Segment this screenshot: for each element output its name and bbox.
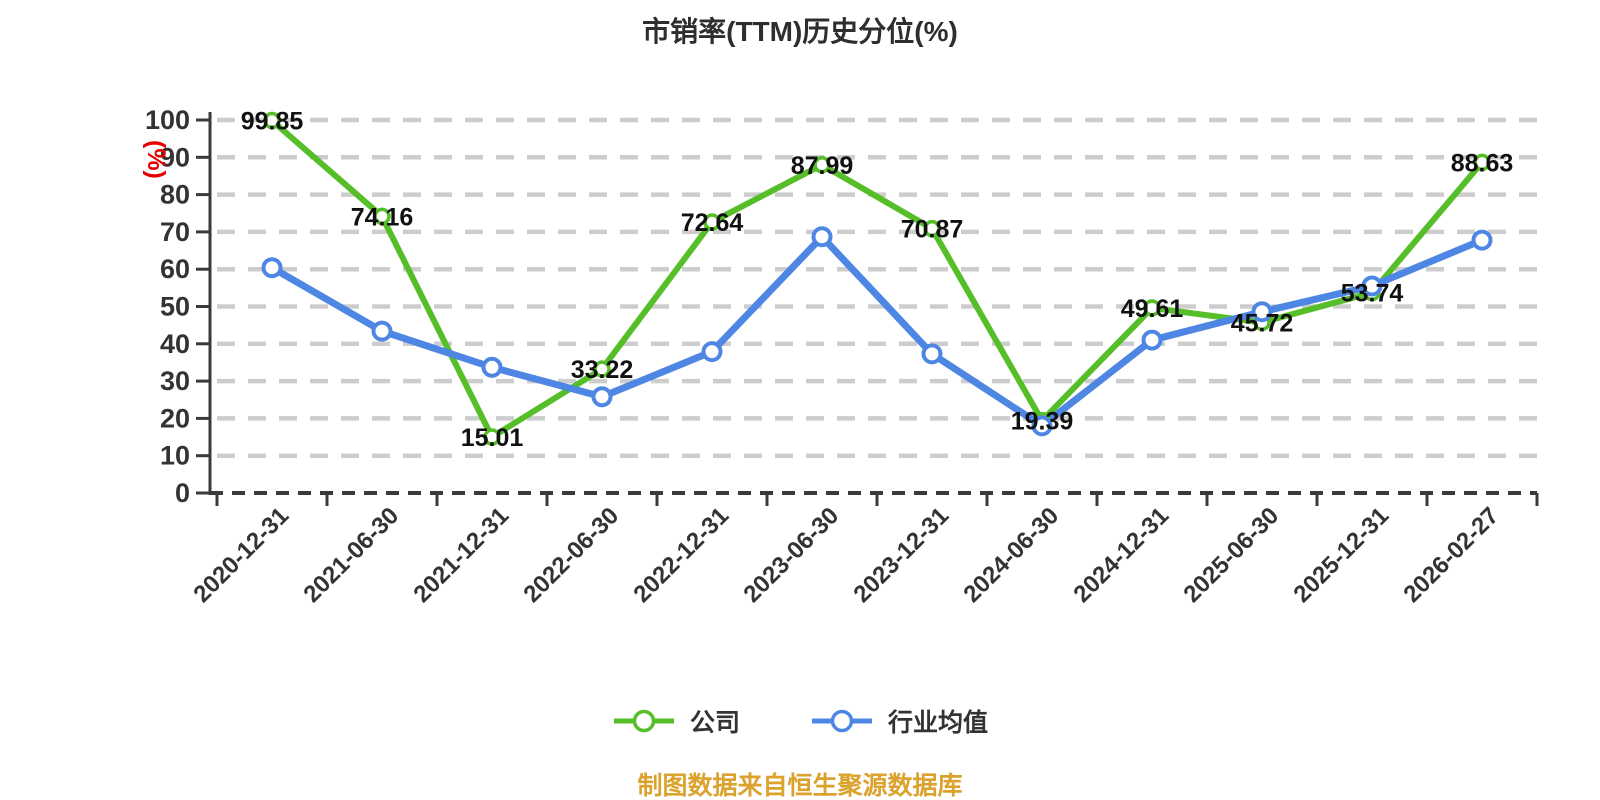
y-tick-label: 40 [160,329,190,359]
y-axis-unit-label: (%) [142,140,170,179]
y-tick-label: 10 [160,441,190,471]
industry-point [261,257,283,279]
company-point-label: 72.64 [681,209,744,237]
legend-item-company[interactable]: 公司 [612,703,740,739]
company-point [263,111,281,130]
chart-title: 市销率(TTM)历史分位(%) [642,16,958,47]
company-point [703,213,721,231]
company-point-label: 99.85 [241,108,304,136]
x-tick-label: 2022-06-30 [518,502,624,608]
company-point-label: 19.39 [1011,408,1074,436]
company-point-label: 70.87 [901,216,964,244]
industry-point [1251,301,1273,323]
data-source-note: 制图数据来自恒生聚源数据库 [637,772,963,800]
legend-item-industry[interactable]: 行业均值 [810,703,988,739]
industry-point [1471,229,1493,251]
x-tick-label: 2021-06-30 [298,502,404,608]
industry-point [1031,415,1053,437]
company-point-label: 87.99 [791,152,854,180]
x-tick-label: 2025-12-31 [1288,502,1394,608]
company-point [373,207,391,226]
company-point-label: 74.16 [351,203,414,231]
industry-point [1361,275,1383,297]
industry-point [921,343,943,365]
y-tick-label: 20 [160,403,190,433]
y-tick-label: 0 [175,478,190,508]
company-line [269,117,1485,441]
company-point-label: 33.22 [571,356,634,384]
x-tick-label: 2020-12-31 [188,502,294,608]
company-point-label: 53.74 [1341,280,1404,308]
y-tick-label: 90 [160,142,190,172]
industry-line [268,233,1486,430]
x-tick-label: 2026-02-27 [1398,502,1504,608]
y-tick-label: 50 [160,292,190,322]
industry-point [591,386,613,408]
company-point-label: 88.63 [1451,149,1514,177]
company-point [483,428,501,446]
industry-point [1141,329,1163,351]
y-tick-label: 70 [160,217,190,247]
company-point-label: 15.01 [461,424,524,452]
x-tick-label: 2021-12-31 [408,502,514,608]
company-point [923,219,941,238]
company-point [1143,299,1161,317]
industry-legend-marker-icon [812,709,872,733]
industry-point [701,341,723,363]
legend-label-industry: 行业均值 [888,709,989,737]
y-tick-label: 60 [160,254,190,284]
x-tick-label: 2023-12-31 [848,502,954,608]
legend: 公司 行业均值 [0,703,1600,739]
company-point-label: 49.61 [1121,295,1184,323]
industry-point [371,320,393,342]
company-point [593,360,611,378]
x-tick-label: 2024-06-30 [958,502,1064,608]
company-legend-marker-icon [613,709,674,733]
x-tick-label: 2025-06-30 [1178,502,1284,608]
x-tick-label: 2024-12-31 [1068,502,1174,608]
legend-label-company: 公司 [689,709,740,737]
company-point [813,156,831,174]
company-point-label: 45.72 [1231,309,1294,337]
y-tick-label: 80 [160,180,190,210]
industry-point [481,356,503,378]
y-tick-label: 100 [145,105,190,135]
x-tick-label: 2022-12-31 [628,502,734,608]
industry-point [811,226,833,248]
company-point [1473,153,1491,172]
x-tick-label: 2023-06-30 [738,502,844,608]
y-tick-label: 30 [160,366,190,396]
